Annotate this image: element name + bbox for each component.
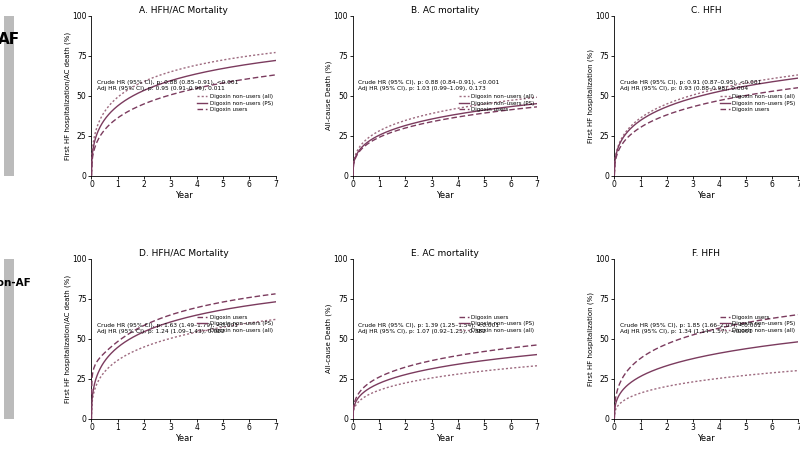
Text: Crude HR (95% CI), p: 1.85 (1.66–2.07), <0.001
Adj HR (95% CI), p: 1.34 (1.14–1.: Crude HR (95% CI), p: 1.85 (1.66–2.07), … [620,323,761,334]
Legend: Digoxin non–users (all), Digoxin non–users (PS), Digoxin users: Digoxin non–users (all), Digoxin non–use… [458,94,534,112]
X-axis label: Year: Year [174,434,192,443]
Text: Crude HR (95% CI), p: 0.91 (0.87–0.95), <0.001
Adj HR (95% CI), p: 0.93 (0.88–0.: Crude HR (95% CI), p: 0.91 (0.87–0.95), … [620,80,761,91]
Legend: Digoxin users, Digoxin non–users (PS), Digoxin non–users (all): Digoxin users, Digoxin non–users (PS), D… [198,315,273,333]
Text: Crude HR (95% CI), p: 0.88 (0.84–0.91), <0.001
Adj HR (95% CI), p: 1.03 (0.99–1.: Crude HR (95% CI), p: 0.88 (0.84–0.91), … [358,80,500,91]
Title: D. HFH/AC Mortality: D. HFH/AC Mortality [138,249,228,258]
Legend: Digoxin users, Digoxin non–users (PS), Digoxin non–users (all): Digoxin users, Digoxin non–users (PS), D… [720,315,796,333]
Legend: Digoxin non–users (all), Digoxin non–users (PS), Digoxin users: Digoxin non–users (all), Digoxin non–use… [198,94,273,112]
Title: A. HFH/AC Mortality: A. HFH/AC Mortality [139,6,228,15]
Title: B. AC mortality: B. AC mortality [410,6,479,15]
Title: F. HFH: F. HFH [692,249,720,258]
Legend: Digoxin users, Digoxin non–users (PS), Digoxin non–users (all): Digoxin users, Digoxin non–users (PS), D… [458,315,534,333]
Text: Crude HR (95% CI), p: 0.88 (0.85–0.91), <0.001
Adj HR (95% CI), p: 0.95 (0.91–0.: Crude HR (95% CI), p: 0.88 (0.85–0.91), … [97,80,238,91]
X-axis label: Year: Year [436,434,454,443]
Text: AF: AF [0,32,20,47]
Title: C. HFH: C. HFH [691,6,722,15]
Text: Crude HR (95% CI), p: 1.39 (1.25–1.54), <0.001
Adj HR (95% CI), p: 1.07 (0.92–1.: Crude HR (95% CI), p: 1.39 (1.25–1.54), … [358,323,499,334]
Y-axis label: All-cause Death (%): All-cause Death (%) [326,61,332,130]
Y-axis label: First HF hospitalization (%): First HF hospitalization (%) [587,292,594,386]
Y-axis label: First HF hospitalization (%): First HF hospitalization (%) [587,49,594,143]
X-axis label: Year: Year [698,434,715,443]
Legend: Digoxin non–users (all), Digoxin non–users (PS), Digoxin users: Digoxin non–users (all), Digoxin non–use… [720,94,796,112]
X-axis label: Year: Year [174,191,192,200]
Text: Crude HR (95% CI), p: 1.63 (1.49–1.79), <0.001
Adj HR (95% CI), p: 1.24 (1.09–1.: Crude HR (95% CI), p: 1.63 (1.49–1.79), … [97,323,238,334]
Y-axis label: First HF hospitalization/AC death (%): First HF hospitalization/AC death (%) [64,274,70,403]
X-axis label: Year: Year [436,191,454,200]
Y-axis label: All-cause Death (%): All-cause Death (%) [326,304,332,373]
Text: Non-AF: Non-AF [0,278,30,288]
Title: E. AC mortality: E. AC mortality [411,249,479,258]
X-axis label: Year: Year [698,191,715,200]
Y-axis label: First HF hospitalization/AC death (%): First HF hospitalization/AC death (%) [64,32,70,160]
